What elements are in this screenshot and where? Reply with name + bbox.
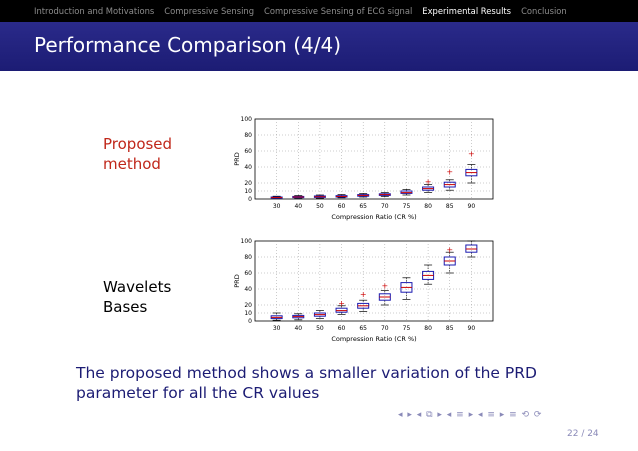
wavelets-y-tick-label: 40 (244, 286, 252, 293)
beamer-navigation-symbols[interactable]: ◂ ▸ ◂ ⧉ ▸ ◂ ≡ ▸ ◂ ≡ ▸ ≡ ⟲ ⟳ (398, 410, 543, 420)
proposed-y-tick-label: 40 (244, 164, 252, 171)
proposed-y-tick-label: 100 (241, 116, 253, 123)
proposed-x-tick-label: 40 (294, 203, 302, 210)
proposed-y-tick-label: 20 (244, 180, 252, 187)
wavelets-x-tick-label: 60 (338, 325, 346, 332)
proposed-outlier-marker: + (468, 150, 475, 159)
wavelets-x-tick-label: 80 (424, 325, 432, 332)
wavelets-x-tick-label: 70 (381, 325, 389, 332)
proposed-x-tick-label: 60 (338, 203, 346, 210)
wavelets-outlier-marker: + (338, 299, 345, 308)
nav-item-conclusion[interactable]: Conclusion (521, 6, 567, 16)
proposed-y-tick-label: 10 (244, 188, 252, 195)
nav-item-introduction[interactable]: Introduction and Motivations (34, 6, 155, 16)
proposed-label-line2: method (103, 155, 161, 173)
slide-title-bar: Performance Comparison (4/4) (0, 22, 638, 71)
proposed-label-line1: Proposed (103, 135, 173, 153)
proposed-x-tick-label: 65 (359, 203, 367, 210)
nav-item-experimental-results[interactable]: Experimental Results (422, 6, 512, 16)
proposed-y-tick-label: 80 (244, 132, 252, 139)
wavelets-y-tick-label: 20 (244, 302, 252, 309)
wavelets-x-tick-label: 30 (273, 325, 281, 332)
page-number: 22 / 24 (567, 429, 599, 439)
wavelets-y-tick-label: 100 (241, 238, 253, 245)
proposed-outlier-marker: + (425, 178, 432, 187)
summary-line2: parameter for all the CR values (76, 384, 320, 402)
wavelets-label-line1: Wavelets (103, 278, 172, 296)
wavelets-y-tick-label: 0 (248, 318, 252, 325)
wavelets-x-tick-label: 75 (403, 325, 411, 332)
wavelets-y-tick-label: 10 (244, 310, 252, 317)
nav-item-cs-ecg[interactable]: Compressive Sensing of ECG signal (264, 6, 413, 16)
section-navigation-bar: Introduction and Motivations Compressive… (0, 0, 638, 22)
wavelets-label-line2: Bases (103, 298, 148, 316)
wavelets-x-tick-label: 85 (446, 325, 454, 332)
wavelets-outlier-marker: + (381, 281, 388, 290)
wavelets-x-tick-label: 90 (468, 325, 476, 332)
wavelets-x-tick-label: 50 (316, 325, 324, 332)
proposed-x-tick-label: 30 (273, 203, 281, 210)
wavelets-y-tick-label: 60 (244, 270, 252, 277)
wavelets-x-axis-label: Compression Ratio (CR %) (331, 335, 416, 343)
wavelets-bases-label: Wavelets Bases (103, 277, 171, 317)
wavelets-outlier-marker: + (360, 290, 367, 299)
proposed-x-tick-label: 85 (446, 203, 454, 210)
slide-title: Performance Comparison (4/4) (34, 33, 341, 57)
proposed-y-axis-label: PRD (233, 152, 241, 165)
proposed-y-tick-label: 0 (248, 196, 252, 203)
wavelets-outlier-marker: + (446, 245, 453, 254)
proposed-x-tick-label: 50 (316, 203, 324, 210)
proposed-plot-frame (254, 118, 494, 200)
proposed-x-tick-label: 70 (381, 203, 389, 210)
proposed-x-tick-label: 90 (468, 203, 476, 210)
proposed-outlier-marker: + (446, 167, 453, 176)
summary-line1: The proposed method shows a smaller vari… (76, 364, 537, 382)
summary-text: The proposed method shows a smaller vari… (76, 363, 537, 403)
wavelets-plot-frame (254, 240, 494, 322)
wavelets-y-axis-label: PRD (233, 274, 241, 287)
proposed-x-tick-label: 80 (424, 203, 432, 210)
proposed-x-axis-label: Compression Ratio (CR %) (331, 213, 416, 221)
wavelets-y-tick-label: 80 (244, 254, 252, 261)
wavelets-x-tick-label: 65 (359, 325, 367, 332)
proposed-x-tick-label: 75 (403, 203, 411, 210)
proposed-method-label: Proposed method (103, 134, 172, 174)
wavelets-x-tick-label: 40 (294, 325, 302, 332)
nav-item-compressive-sensing[interactable]: Compressive Sensing (164, 6, 255, 16)
proposed-y-tick-label: 60 (244, 148, 252, 155)
